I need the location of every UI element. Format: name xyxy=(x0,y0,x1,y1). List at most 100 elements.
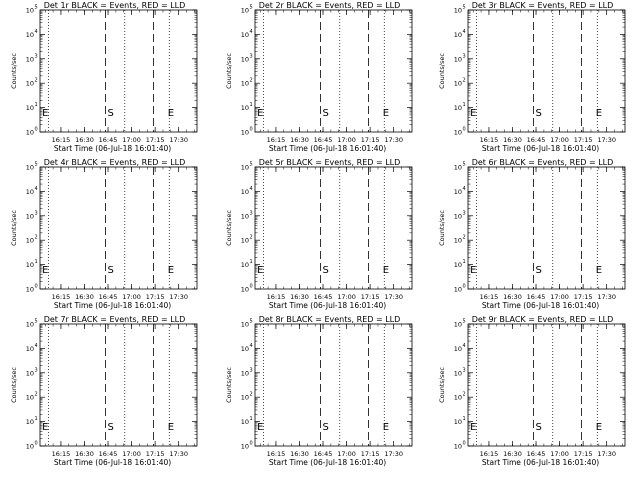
y-tick-label: 10 xyxy=(454,443,462,451)
panel-4: Det 4r BLACK = Events, RED = LLD Counts/s… xyxy=(10,158,198,310)
y-tick-exponent: 0 xyxy=(250,441,253,447)
panel-title: Det 1r BLACK = Events, RED = LLD xyxy=(44,1,186,10)
segment-marker: E xyxy=(168,422,174,433)
segment-marker: E xyxy=(470,265,476,276)
y-tick-exponent: 3 xyxy=(250,367,253,373)
y-tick-exponent: 1 xyxy=(35,259,38,265)
y-tick-label: 10 xyxy=(26,188,34,196)
y-tick-label: 10 xyxy=(454,164,462,172)
x-tick-label: 17:00 xyxy=(122,450,141,458)
y-tick-label: 10 xyxy=(241,104,249,112)
y-tick-label: 10 xyxy=(454,345,462,353)
y-tick-label: 10 xyxy=(454,188,462,196)
y-tick-label: 10 xyxy=(241,261,249,269)
panel-9: Det 9r BLACK = Events, RED = LLD Counts/s… xyxy=(438,315,626,467)
x-tick-label: 17:00 xyxy=(122,293,141,301)
y-tick-exponent: 0 xyxy=(463,441,466,447)
y-tick-label: 10 xyxy=(26,345,34,353)
segment-marker: S xyxy=(108,422,114,433)
y-tick-label: 10 xyxy=(26,286,34,294)
y-tick-label: 10 xyxy=(454,394,462,402)
y-tick-label: 10 xyxy=(454,31,462,39)
y-axis-label: Counts/sec xyxy=(10,53,18,89)
y-tick-label: 10 xyxy=(241,286,249,294)
y-tick-exponent: 0 xyxy=(35,284,38,290)
x-tick-label: 17:00 xyxy=(337,293,356,301)
x-tick-label: 17:00 xyxy=(550,293,569,301)
y-tick-label: 10 xyxy=(26,31,34,39)
segment-marker: E xyxy=(470,108,476,119)
panel-title: Det 7r BLACK = Events, RED = LLD xyxy=(44,315,186,324)
x-tick-label: 17:00 xyxy=(550,136,569,144)
y-tick-exponent: 4 xyxy=(35,29,38,35)
y-tick-exponent: 0 xyxy=(463,284,466,290)
y-tick-exponent: 5 xyxy=(463,5,466,11)
y-tick-exponent: 3 xyxy=(463,53,466,59)
plot-frame xyxy=(39,323,198,447)
x-tick-label: 17:15 xyxy=(574,293,593,301)
y-tick-exponent: 5 xyxy=(463,319,466,325)
y-tick-label: 10 xyxy=(454,55,462,63)
segment-marker: E xyxy=(257,108,263,119)
y-tick-label: 10 xyxy=(454,212,462,220)
segment-marker: E xyxy=(383,265,389,276)
segment-marker: S xyxy=(536,265,542,276)
x-tick-label: 16:15 xyxy=(267,450,286,458)
plot-frame xyxy=(39,9,198,133)
segment-marker: S xyxy=(323,108,329,119)
y-tick-exponent: 5 xyxy=(35,162,38,168)
panel-title: Det 2r BLACK = Events, RED = LLD xyxy=(259,1,401,10)
segment-marker: S xyxy=(536,422,542,433)
y-axis-label: Counts/sec xyxy=(438,367,446,403)
y-tick-exponent: 4 xyxy=(250,186,253,192)
y-tick-label: 10 xyxy=(26,164,34,172)
x-axis-label: Start Time (06-Jul-18 16:01:40) xyxy=(269,458,386,467)
x-tick-label: 17:00 xyxy=(122,136,141,144)
y-tick-exponent: 2 xyxy=(463,78,466,84)
y-tick-exponent: 5 xyxy=(250,319,253,325)
y-tick-label: 10 xyxy=(241,418,249,426)
y-tick-label: 10 xyxy=(26,104,34,112)
y-tick-label: 10 xyxy=(26,129,34,137)
x-tick-label: 16:15 xyxy=(52,293,71,301)
y-tick-label: 10 xyxy=(454,80,462,88)
y-tick-label: 10 xyxy=(26,55,34,63)
y-axis-label: Counts/sec xyxy=(225,53,233,89)
y-tick-exponent: 4 xyxy=(463,186,466,192)
y-tick-label: 10 xyxy=(26,369,34,377)
y-tick-exponent: 3 xyxy=(250,210,253,216)
x-tick-label: 17:00 xyxy=(337,136,356,144)
panel-title: Det 3r BLACK = Events, RED = LLD xyxy=(472,1,614,10)
segment-marker: E xyxy=(596,422,602,433)
y-tick-label: 10 xyxy=(241,212,249,220)
y-tick-exponent: 1 xyxy=(35,102,38,108)
x-tick-label: 17:15 xyxy=(574,450,593,458)
panel-title: Det 8r BLACK = Events, RED = LLD xyxy=(259,315,401,324)
x-tick-label: 16:15 xyxy=(267,293,286,301)
y-tick-exponent: 2 xyxy=(35,235,38,241)
y-tick-label: 10 xyxy=(26,443,34,451)
x-tick-label: 16:30 xyxy=(290,293,309,301)
y-tick-exponent: 0 xyxy=(35,441,38,447)
y-tick-exponent: 3 xyxy=(35,367,38,373)
panel-title: Det 4r BLACK = Events, RED = LLD xyxy=(44,158,186,167)
x-tick-label: 16:45 xyxy=(314,293,333,301)
x-axis-label: Start Time (06-Jul-18 16:01:40) xyxy=(269,301,386,310)
segment-marker: S xyxy=(108,108,114,119)
y-tick-label: 10 xyxy=(454,418,462,426)
segment-marker: E xyxy=(42,422,48,433)
panel-3: Det 3r BLACK = Events, RED = LLD Counts/s… xyxy=(438,1,626,153)
x-tick-label: 16:30 xyxy=(290,136,309,144)
y-tick-exponent: 2 xyxy=(463,235,466,241)
y-tick-exponent: 4 xyxy=(35,343,38,349)
x-tick-label: 16:45 xyxy=(99,450,118,458)
y-axis-label: Counts/sec xyxy=(438,53,446,89)
y-tick-label: 10 xyxy=(241,55,249,63)
y-axis-label: Counts/sec xyxy=(225,210,233,246)
y-tick-exponent: 5 xyxy=(250,5,253,11)
y-tick-exponent: 4 xyxy=(35,186,38,192)
y-tick-label: 10 xyxy=(26,394,34,402)
x-axis-label: Start Time (06-Jul-18 16:01:40) xyxy=(269,144,386,153)
x-tick-label: 17:30 xyxy=(384,136,403,144)
